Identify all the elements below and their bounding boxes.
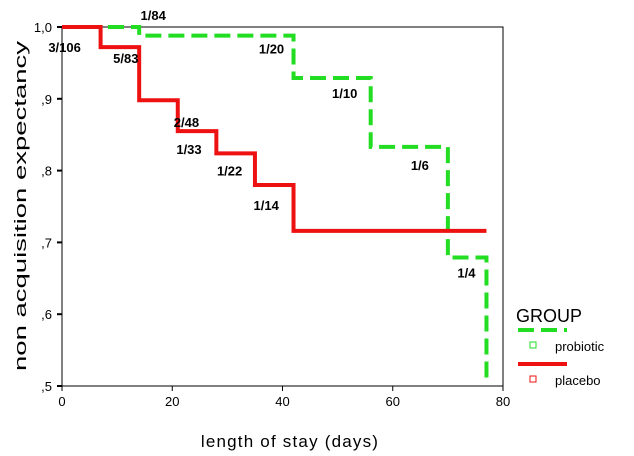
plot-frame xyxy=(61,26,504,387)
y-tick-label: ,7 xyxy=(41,235,52,250)
x-axis-label: length of stay (days) xyxy=(201,432,379,451)
series-line-placebo xyxy=(62,25,487,233)
y-tick-label: ,8 xyxy=(41,164,52,179)
annotation-label: 5/83 xyxy=(113,51,138,66)
y-axis-label: non acquisition expectancy xyxy=(11,40,30,371)
legend-label-probiotic: probiotic xyxy=(555,339,605,354)
y-tick-label: ,5 xyxy=(41,379,52,394)
x-tick-label: 60 xyxy=(386,394,400,409)
x-tick-label: 0 xyxy=(58,394,65,409)
annotation-label: 1/84 xyxy=(141,8,167,23)
legend-marker-probiotic xyxy=(529,341,537,349)
annotation-label: 1/20 xyxy=(259,42,284,57)
annotation-label: 1/10 xyxy=(332,86,357,101)
legend-title: GROUP xyxy=(516,306,582,326)
y-tick-label: 1,0 xyxy=(34,20,52,35)
annotation-label: 2/48 xyxy=(174,115,199,130)
annotation-label: 1/33 xyxy=(176,142,201,157)
legend-marker-placebo xyxy=(529,375,537,383)
legend-label-placebo: placebo xyxy=(555,373,601,388)
series-line-probiotic xyxy=(62,25,489,380)
annotation-label: 1/22 xyxy=(217,163,242,178)
x-tick-label: 80 xyxy=(496,394,510,409)
x-tick-label: 40 xyxy=(275,394,289,409)
y-tick-label: ,6 xyxy=(41,307,52,322)
annotation-label: 1/14 xyxy=(254,198,280,213)
legend: GROUP probiotic placebo xyxy=(516,306,605,388)
annotation-label: 3/106 xyxy=(48,40,81,55)
annotation-label: 1/4 xyxy=(457,265,476,280)
y-tick-label: ,9 xyxy=(41,92,52,107)
annotation-label: 1/6 xyxy=(411,158,429,173)
x-tick-label: 20 xyxy=(165,394,179,409)
